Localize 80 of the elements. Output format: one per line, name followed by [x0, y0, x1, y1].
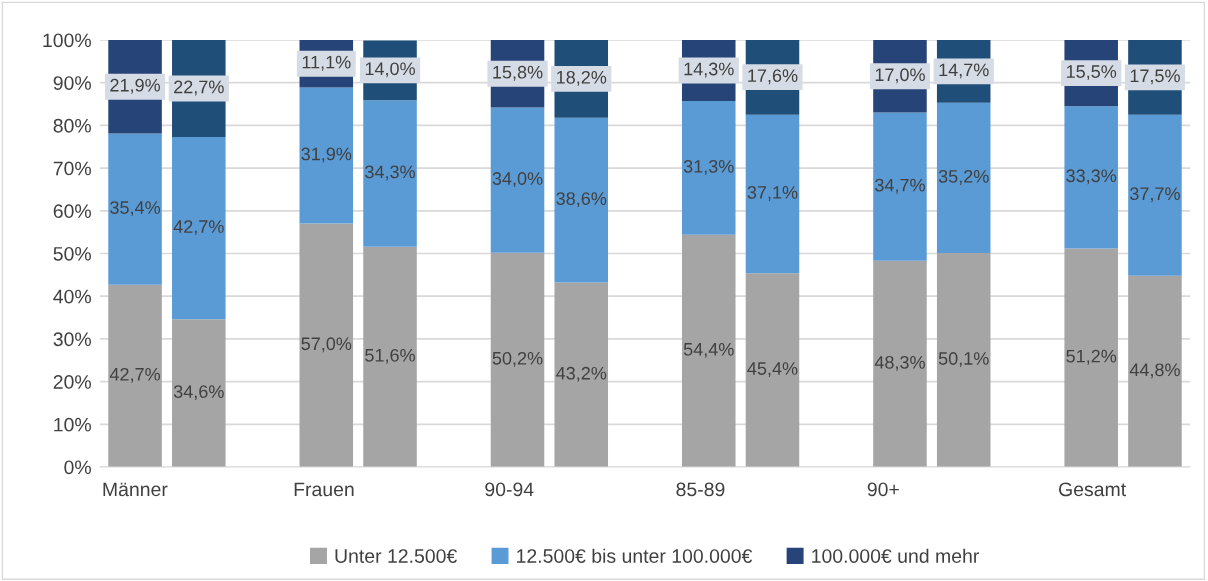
bar	[873, 260, 927, 467]
bar	[490, 252, 545, 467]
x-tick-label: Gesamt	[1059, 482, 1126, 497]
data-label: 11,1%	[302, 55, 351, 71]
bar	[1128, 275, 1182, 467]
data-label: 50,2%	[492, 351, 543, 367]
bar	[554, 282, 609, 467]
data-label: 38,6%	[556, 192, 607, 208]
legend-label: 12.500€ bis unter 100.000€	[517, 548, 753, 563]
data-label: 34,3%	[365, 165, 415, 181]
data-label: 37,1%	[747, 185, 798, 201]
x-tick-label: 90+	[867, 482, 899, 497]
y-tick-label: 100%	[43, 33, 91, 48]
data-label: 34,7%	[875, 178, 925, 194]
data-label: 14,0%	[365, 62, 415, 78]
data-label: 42,7%	[109, 367, 161, 383]
bar	[363, 246, 417, 467]
data-label: 50,1%	[938, 352, 989, 368]
x-tick-label: Männer	[103, 482, 168, 497]
data-label: 14,3%	[684, 62, 734, 78]
y-tick-label: 10%	[54, 417, 91, 432]
bar	[873, 112, 927, 261]
bar	[490, 107, 545, 253]
data-label: 34,0%	[492, 172, 543, 188]
x-tick-label: 85-89	[676, 482, 725, 497]
data-label: 44,8%	[1129, 363, 1180, 379]
data-label: 14,7%	[939, 63, 989, 79]
bar	[299, 223, 354, 467]
y-tick-label: 60%	[53, 204, 91, 219]
y-tick-label: 20%	[53, 375, 91, 389]
bar	[172, 136, 226, 320]
data-label: 17,5%	[1130, 69, 1180, 85]
y-tick-label: 30%	[53, 332, 91, 347]
data-label: 33,3%	[1066, 169, 1117, 185]
bar	[936, 253, 991, 467]
y-tick-label: 50%	[53, 246, 91, 261]
data-label: 42,7%	[173, 220, 224, 236]
bar	[172, 319, 226, 467]
data-label: 35,4%	[110, 201, 161, 217]
data-label: 22,7%	[174, 80, 224, 96]
bar	[299, 87, 354, 224]
data-label: 35,2%	[938, 169, 989, 185]
bar	[745, 114, 800, 274]
bar	[363, 100, 417, 247]
data-label: 54,4%	[683, 343, 734, 358]
data-label: 57,0%	[301, 337, 352, 353]
legend-label: Unter 12.500€	[335, 549, 457, 563]
y-tick-label: 0%	[64, 460, 91, 475]
bar	[108, 284, 162, 467]
bar	[1064, 248, 1118, 467]
data-label: 45,4%	[747, 362, 798, 378]
data-label: 17,6%	[748, 69, 798, 85]
x-tick-label: Frauen	[294, 482, 354, 497]
data-label: 51,2%	[1066, 349, 1117, 365]
data-label: 34,6%	[173, 385, 224, 401]
y-tick-label: 70%	[53, 161, 91, 176]
legend-label: 100.000€ und mehr	[812, 548, 979, 563]
data-label: 17,0%	[875, 68, 925, 84]
data-label: 48,3%	[874, 355, 925, 371]
data-label: 43,2%	[556, 366, 607, 382]
data-label: 31,9%	[301, 147, 352, 163]
bar	[108, 133, 162, 285]
data-label: 15,8%	[493, 65, 543, 81]
data-label: 18,2%	[557, 70, 607, 86]
bar	[681, 234, 736, 467]
data-label: 51,6%	[365, 348, 415, 364]
bar	[681, 101, 736, 235]
bar	[1064, 106, 1118, 249]
bar	[936, 102, 991, 254]
data-label: 15,5%	[1066, 65, 1117, 81]
bar	[745, 273, 800, 467]
y-tick-label: 40%	[53, 289, 91, 304]
data-label: 37,7%	[1130, 187, 1180, 203]
bar	[1128, 114, 1182, 276]
x-tick-label: 90-94	[485, 482, 534, 497]
data-label: 21,9%	[110, 78, 161, 94]
y-tick-label: 90%	[53, 76, 91, 90]
data-label: 31,3%	[683, 159, 734, 175]
y-tick-label: 80%	[53, 118, 91, 133]
bar	[554, 117, 609, 283]
